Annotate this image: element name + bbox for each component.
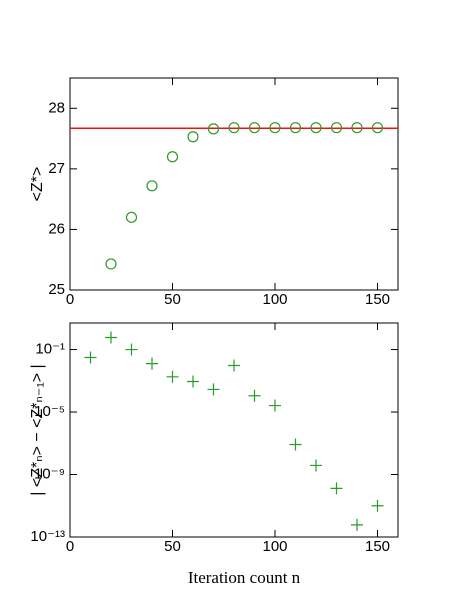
marker: [207, 383, 220, 396]
marker: [228, 359, 240, 372]
x-tick-label: 150: [365, 538, 390, 555]
marker: [187, 375, 199, 388]
marker: [228, 122, 240, 134]
marker: [310, 122, 322, 134]
y-tick-label: 28: [48, 99, 65, 116]
marker: [105, 331, 117, 344]
marker: [125, 343, 138, 356]
y-tick-label: 27: [48, 160, 65, 177]
marker: [166, 370, 179, 383]
marker: [105, 258, 117, 270]
x-tick-label: 50: [164, 538, 181, 555]
marker: [207, 123, 220, 135]
marker: [125, 211, 138, 223]
marker: [289, 122, 302, 134]
marker: [146, 180, 158, 192]
x-tick-label: 100: [262, 291, 287, 308]
marker: [371, 122, 384, 134]
y-axis-label: | <Z*ₙ> − <Z*ₙ₋₁> |: [29, 364, 46, 495]
marker: [351, 122, 363, 134]
x-tick-label: 0: [66, 538, 74, 555]
marker: [166, 151, 179, 163]
marker: [371, 499, 384, 512]
y-tick-label: 10⁻¹: [35, 341, 65, 358]
y-axis-label: <Z*>: [29, 167, 46, 202]
x-axis-label: Iteration count n: [188, 568, 301, 587]
x-tick-label: 150: [365, 291, 390, 308]
marker: [269, 399, 281, 412]
marker: [84, 351, 97, 364]
marker: [248, 122, 261, 134]
y-tick-label: 26: [48, 220, 65, 237]
marker: [351, 518, 363, 531]
y-tick-label: 10⁻⁵: [34, 403, 65, 420]
x-tick-label: 50: [164, 291, 181, 308]
y-tick-label: 10⁻¹³: [30, 528, 65, 545]
x-tick-label: 100: [262, 538, 287, 555]
plot-frame: [69, 77, 399, 291]
marker: [187, 131, 199, 143]
marker: [330, 122, 343, 134]
marker: [310, 459, 322, 472]
marker: [289, 438, 302, 451]
x-tick-label: 0: [66, 291, 74, 308]
y-tick-label: 25: [48, 281, 65, 298]
marker: [146, 357, 158, 370]
y-tick-label: 10⁻⁹: [34, 465, 65, 482]
marker: [269, 122, 281, 134]
plot-frame: [69, 322, 399, 538]
marker: [330, 482, 343, 495]
marker: [248, 389, 261, 402]
